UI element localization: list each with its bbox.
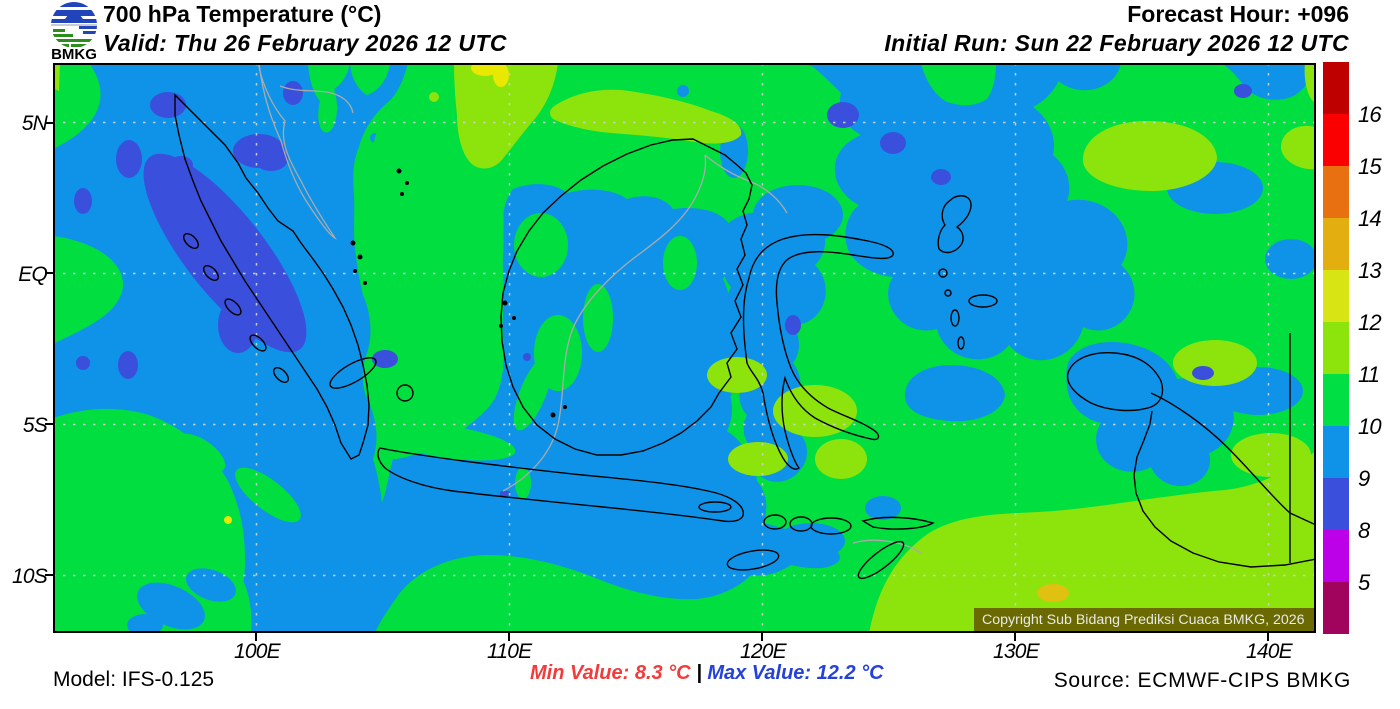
svg-text:BMKG: BMKG — [51, 46, 97, 59]
